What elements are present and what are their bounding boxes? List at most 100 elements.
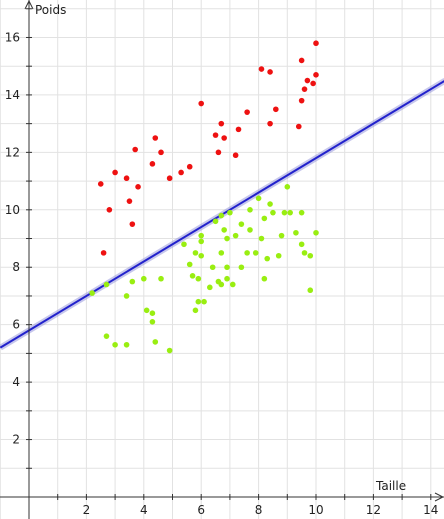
point-green: [307, 287, 314, 294]
point-green: [258, 235, 265, 242]
point-red: [221, 135, 227, 141]
point-red: [126, 198, 133, 204]
y-axis-title: Poids: [35, 3, 66, 17]
point-green: [141, 275, 147, 282]
point-green: [281, 209, 288, 216]
point-green: [123, 341, 130, 348]
point-green: [112, 341, 118, 348]
y-tick-label: 8: [12, 260, 20, 274]
point-green: [149, 310, 156, 316]
point-green: [209, 264, 216, 271]
point-green: [267, 201, 273, 207]
point-red: [235, 126, 242, 133]
point-red: [218, 120, 225, 127]
point-red: [123, 175, 130, 182]
point-green: [149, 319, 156, 325]
point-green: [218, 250, 225, 256]
y-tick-label: 4: [12, 375, 20, 389]
x-tick-label: 10: [308, 503, 323, 517]
point-green: [229, 281, 236, 288]
point-red: [158, 149, 164, 156]
x-axis-title: Taille: [375, 479, 406, 493]
y-tick-label: 14: [5, 88, 20, 102]
point-red: [313, 72, 319, 78]
point-red: [132, 146, 138, 153]
point-green: [261, 275, 268, 282]
point-red: [106, 207, 113, 213]
point-green: [198, 232, 204, 239]
point-green: [198, 252, 204, 259]
point-green: [143, 307, 150, 314]
point-green: [284, 184, 291, 190]
point-red: [298, 57, 305, 64]
point-red: [198, 100, 204, 107]
point-red: [232, 152, 239, 159]
point-red: [310, 80, 316, 87]
x-tick-label: 12: [366, 503, 381, 517]
point-green: [252, 250, 259, 256]
point-green: [181, 241, 187, 248]
point-red: [186, 163, 193, 170]
x-tick-label: 14: [423, 503, 438, 517]
y-tick-label: 6: [12, 318, 20, 332]
point-green: [103, 281, 110, 288]
y-tick-label: 16: [5, 30, 20, 44]
point-green: [89, 290, 95, 296]
point-green: [270, 209, 276, 216]
point-green: [207, 284, 213, 291]
point-green: [255, 195, 262, 202]
point-green: [186, 261, 193, 268]
point-green: [307, 252, 314, 259]
point-green: [224, 235, 230, 242]
x-axis-arrow: [434, 492, 444, 502]
point-red: [258, 66, 265, 72]
point-red: [295, 123, 302, 130]
point-green: [103, 333, 110, 339]
point-green: [218, 212, 225, 219]
point-red: [178, 169, 184, 176]
point-green: [264, 255, 271, 262]
point-red: [313, 40, 319, 47]
point-green: [201, 298, 207, 305]
point-green: [218, 281, 225, 288]
x-tick-label: 6: [197, 503, 205, 517]
y-axis-arrow: [24, 0, 34, 10]
point-red: [301, 86, 308, 92]
point-green: [244, 250, 250, 256]
point-green: [278, 232, 285, 239]
point-green: [123, 293, 130, 299]
data-points: [89, 40, 319, 354]
y-tick-label: 2: [12, 433, 20, 447]
point-red: [149, 161, 156, 167]
point-green: [189, 273, 196, 279]
point-green: [298, 209, 305, 216]
point-green: [152, 339, 159, 345]
point-green: [232, 232, 239, 239]
point-red: [304, 77, 311, 84]
point-green: [301, 250, 308, 256]
point-green: [195, 275, 202, 282]
point-green: [298, 241, 305, 248]
point-green: [195, 298, 202, 305]
y-tick-label: 10: [5, 203, 20, 217]
point-green: [158, 275, 164, 282]
point-red: [267, 120, 273, 127]
point-red: [166, 175, 173, 182]
point-green: [129, 278, 136, 285]
point-green: [238, 221, 245, 227]
point-red: [298, 97, 305, 104]
point-red: [215, 149, 222, 156]
x-tick-label: 4: [140, 503, 148, 517]
point-green: [293, 229, 299, 236]
point-green: [198, 238, 204, 245]
point-green: [287, 209, 293, 216]
point-red: [129, 221, 136, 227]
point-red: [244, 109, 250, 115]
point-green: [247, 207, 253, 213]
point-green: [247, 227, 253, 233]
x-tick-label: 2: [83, 503, 91, 517]
point-green: [192, 250, 199, 256]
point-green: [224, 275, 230, 282]
